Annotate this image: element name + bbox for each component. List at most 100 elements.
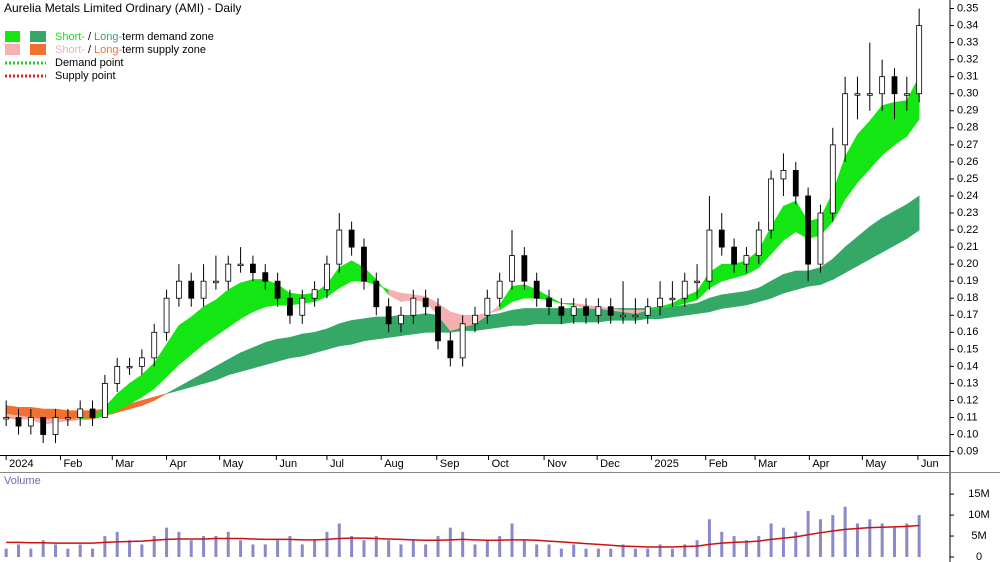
y-tick-label: 0.12 — [957, 394, 978, 406]
volume-panel: 0 5M 10M 15M — [4, 488, 990, 562]
x-tick-label: Mar — [758, 458, 777, 470]
volume-bar — [128, 540, 132, 557]
candle-body — [15, 417, 22, 427]
y-tick-label: 0.19 — [957, 275, 978, 287]
candle-body — [262, 272, 269, 282]
long-zone-segment — [783, 270, 797, 294]
candle-body — [225, 263, 232, 282]
legend-word: term supply zone — [122, 44, 206, 56]
volume-bar — [584, 548, 588, 557]
volume-bar — [794, 531, 798, 557]
volume-bar — [806, 510, 810, 557]
short-zone-segment — [388, 289, 402, 303]
x-tick-label: Nov — [547, 458, 567, 470]
long-zone-segment — [326, 323, 340, 350]
candle-body — [77, 408, 84, 418]
short-zone-segment — [215, 289, 229, 337]
candle-body — [496, 280, 503, 299]
long-zone-segment — [795, 270, 809, 291]
long-zone-segment — [141, 396, 155, 407]
volume-bar — [41, 540, 45, 557]
candle-body — [114, 365, 121, 384]
candle-body — [583, 306, 589, 316]
long-zone-segment — [758, 280, 772, 303]
y-tick-label: 0.26 — [957, 156, 978, 168]
candle-body — [138, 357, 145, 367]
candle-body — [743, 255, 750, 265]
legend-label: Short- / Long-term demand zone — [55, 31, 214, 43]
long-zone-segment — [696, 297, 710, 314]
long-zone-segment — [511, 308, 525, 326]
candle-body — [361, 246, 367, 282]
candle-body — [348, 229, 355, 248]
y-tick-label: 0.20 — [957, 258, 978, 270]
volume-bar — [559, 548, 563, 557]
legend-word: Long- — [94, 31, 122, 43]
short-zone-segment — [869, 104, 883, 170]
y-tick-label: 0.21 — [957, 241, 978, 253]
candle-body — [336, 229, 343, 265]
long-zone-segment — [906, 195, 920, 240]
volume-y-tick-label: 5M — [971, 530, 986, 542]
y-tick-label: 0.09 — [957, 445, 978, 457]
candle-body — [373, 280, 380, 308]
candles — [3, 8, 923, 444]
volume-y-tick-label: 15M — [968, 488, 989, 500]
volume-bar — [621, 544, 625, 557]
volume-bar — [572, 544, 576, 557]
y-tick-label: 0.35 — [957, 2, 978, 14]
candle-body — [188, 280, 195, 299]
y-tick-label: 0.31 — [957, 71, 978, 83]
candle-body — [299, 297, 306, 316]
candle-body — [903, 93, 910, 96]
short-zone-segment — [227, 282, 241, 328]
volume-bar — [251, 544, 255, 557]
candle-body — [620, 314, 626, 318]
candle-body — [311, 289, 318, 299]
candle-body — [385, 306, 392, 325]
short-zone-segment — [857, 120, 871, 184]
long-zone-segment — [536, 308, 550, 325]
candle-body — [842, 93, 849, 146]
volume-bar — [732, 536, 736, 557]
long-zone-segment — [227, 352, 241, 376]
candle-body — [891, 76, 898, 95]
volume-bar — [831, 515, 835, 557]
volume-bar — [757, 536, 761, 557]
candle-body — [854, 93, 861, 96]
candle-body — [237, 263, 244, 267]
long-zone-segment — [178, 379, 192, 391]
x-tick-label: May — [865, 458, 886, 470]
volume-bar — [781, 527, 785, 557]
volume-bar — [350, 536, 354, 557]
volume-bar — [313, 540, 317, 557]
short-zone-segment — [906, 76, 920, 138]
volume-bar — [165, 527, 169, 557]
short-zone-segment — [129, 374, 143, 405]
candle-body — [731, 246, 737, 265]
volume-bar — [276, 540, 280, 557]
y-tick-label: 0.34 — [957, 19, 978, 31]
candle-body — [521, 255, 528, 282]
candle-body — [509, 255, 515, 282]
volume-bar — [91, 548, 95, 557]
volume-bar — [547, 544, 551, 557]
volume-bar — [78, 544, 82, 557]
y-tick-label: 0.16 — [957, 326, 978, 338]
y-tick-label: 0.27 — [957, 139, 978, 151]
volume-bar — [362, 540, 366, 557]
long-zone-segment — [487, 313, 500, 330]
candle-body — [200, 280, 207, 299]
y-tick-label: 0.25 — [957, 173, 978, 185]
short-zone-segment — [166, 324, 180, 378]
short-zone-segment — [894, 100, 908, 146]
long-zone-segment — [166, 386, 180, 394]
legend-word: Short- — [55, 44, 85, 56]
long-zone-segment — [301, 331, 315, 357]
candle-body — [324, 263, 330, 291]
long-zone-segment — [881, 210, 895, 253]
volume-bar — [202, 536, 206, 557]
long-zone-segment — [721, 292, 735, 309]
candle-body — [484, 297, 491, 316]
y-tick-label: 0.33 — [957, 37, 978, 49]
